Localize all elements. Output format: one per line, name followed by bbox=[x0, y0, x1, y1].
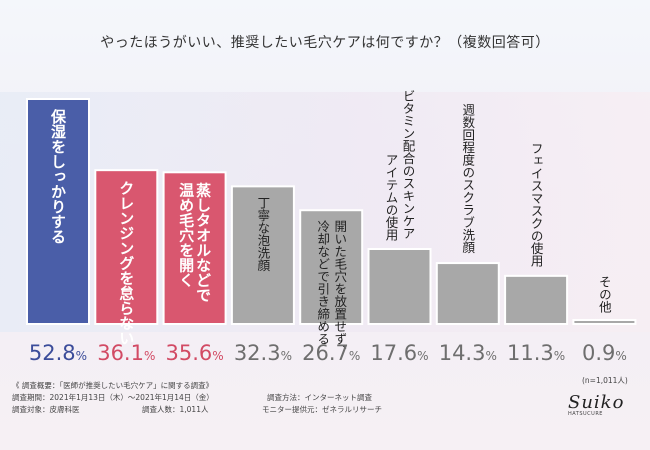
category-label-2-0: 蒸しタオルなどで bbox=[194, 181, 212, 302]
logo-script: Suiko bbox=[568, 392, 625, 413]
category-label-5-1: アイテムの使用 bbox=[384, 153, 399, 241]
footer-heading: 《 調査概要：「医師が推奨したい毛穴ケア」に関する調査》 bbox=[12, 381, 214, 390]
category-label-7-0: フェイスマスクの使用 bbox=[529, 142, 544, 268]
category-label-4-0: 開いた毛穴を放置せず、 bbox=[332, 220, 347, 358]
bar-4 bbox=[299, 209, 364, 325]
footer-method: 調査方法：インターネット調査 bbox=[267, 393, 372, 402]
bar-3 bbox=[230, 185, 295, 325]
category-label-1-0: クレンジングを怠らない bbox=[117, 180, 135, 345]
bar-7 bbox=[504, 274, 569, 325]
value-label-3: 32.3% bbox=[234, 341, 292, 365]
category-label-2-1: 温め毛穴を開く bbox=[177, 182, 195, 287]
value-label-0: 52.8% bbox=[29, 341, 87, 365]
footer-period: 調査期間：2021年1月13日（木）～2021年1月14日（金） bbox=[12, 393, 214, 402]
value-label-7: 11.3% bbox=[507, 341, 565, 365]
category-label-4-1: 冷却などで引き締める bbox=[315, 220, 330, 345]
logo-sub: HATSUCURE bbox=[568, 411, 603, 417]
chart-title: やったほうがいい、推奨したい毛穴ケアは何ですか？（複数回答可） bbox=[100, 35, 550, 51]
value-label-6: 14.3% bbox=[439, 341, 497, 365]
category-label-8-0: その他 bbox=[597, 276, 612, 314]
brand-logo: Suiko HATSUCURE bbox=[568, 392, 634, 432]
bar-1 bbox=[94, 169, 159, 325]
category-label-6-0: 週数回程度のスクラブ洗顔 bbox=[460, 103, 475, 254]
bar-0 bbox=[26, 98, 90, 325]
bar-5 bbox=[367, 248, 432, 325]
value-label-1: 36.1% bbox=[97, 341, 155, 365]
value-label-5: 17.6% bbox=[370, 341, 428, 365]
bar-2 bbox=[162, 171, 227, 325]
footer-subject: 調査対象：皮膚科医 bbox=[12, 405, 80, 414]
footer-provider: モニター提供元：ゼネラルリサーチ bbox=[262, 405, 382, 414]
bar-8 bbox=[572, 319, 637, 325]
value-label-2: 35.6% bbox=[166, 341, 224, 365]
survey-footer: 《 調査概要：「医師が推奨したい毛穴ケア」に関する調査》 調査期間：2021年1… bbox=[12, 380, 532, 416]
sample-note: (n=1,011人) bbox=[582, 376, 628, 385]
bar-6 bbox=[435, 262, 500, 325]
value-label-4: 26.7% bbox=[302, 341, 360, 365]
value-label-8: 0.9% bbox=[582, 341, 627, 365]
footer-count: 調査人数：1,011人 bbox=[142, 405, 209, 414]
category-label-0-0: 保湿をしっかりする bbox=[49, 108, 67, 244]
category-label-3-0: 丁寧な泡洗顔 bbox=[255, 196, 270, 272]
category-label-5-0: ビタミン配合のスキンケア bbox=[401, 89, 416, 239]
